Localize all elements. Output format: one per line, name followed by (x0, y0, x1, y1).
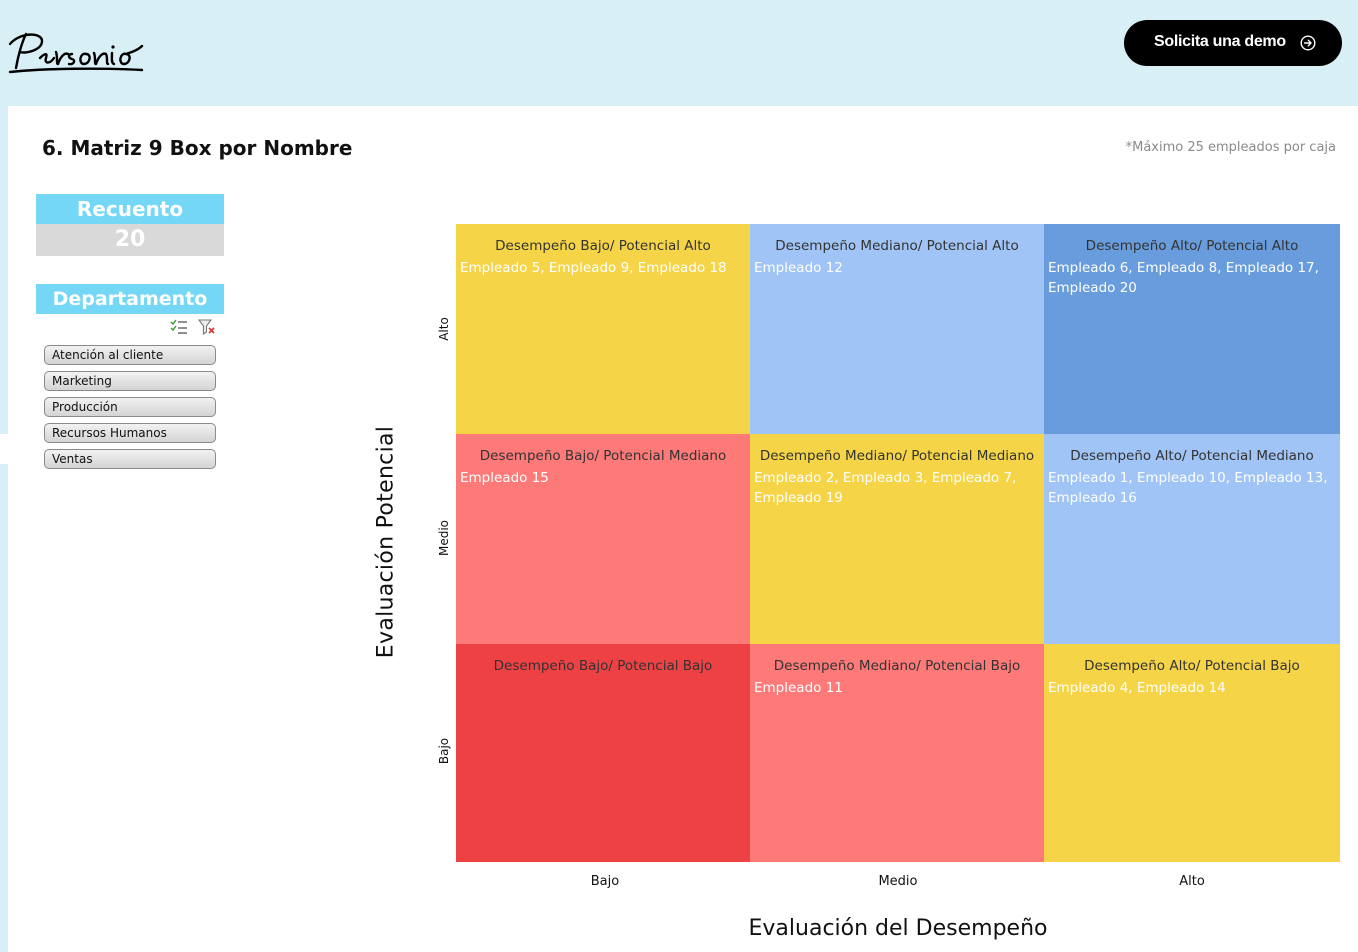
box-low-perf-mid-pot: Desempeño Bajo/ Potencial Mediano Emplea… (456, 434, 750, 644)
box-title: Desempeño Mediano/ Potencial Alto (775, 238, 1019, 254)
arrow-right-circle-icon (1300, 35, 1316, 56)
box-high-perf-low-pot: Desempeño Alto/ Potencial Bajo Empleado … (1044, 644, 1340, 862)
count-label: Recuento (36, 194, 224, 224)
box-employees: Empleado 12 (754, 260, 843, 276)
y-axis-title: Evaluación Potencial (373, 425, 399, 659)
box-employees: Empleado 2, Empleado 3, Empleado 7, Empl… (754, 470, 1017, 506)
box-low-perf-low-pot: Desempeño Bajo/ Potencial Bajo (456, 644, 750, 862)
box-employees: Empleado 15 (460, 470, 549, 486)
x-tick-medio: Medio (878, 874, 918, 889)
box-mid-perf-low-pot: Desempeño Mediano/ Potencial Bajo Emplea… (750, 644, 1044, 862)
sheet-edge (0, 434, 8, 464)
multi-select-icon[interactable] (170, 319, 188, 339)
box-employees: Empleado 5, Empleado 9, Empleado 18 (460, 260, 727, 276)
clear-filter-icon[interactable] (197, 319, 216, 339)
page-title: 6. Matriz 9 Box por Nombre (42, 136, 353, 160)
box-title: Desempeño Bajo/ Potencial Mediano (479, 448, 727, 464)
x-tick-alto: Alto (1179, 874, 1205, 889)
box-high-perf-mid-pot: Desempeño Alto/ Potencial Mediano Emplea… (1044, 434, 1340, 644)
box-title: Desempeño Bajo/ Potencial Bajo (493, 658, 713, 674)
y-tick-medio: Medio (437, 519, 451, 557)
box-employees: Empleado 11 (754, 680, 843, 696)
x-tick-bajo: Bajo (590, 874, 620, 889)
y-tick-alto: Alto (437, 317, 451, 341)
box-mid-perf-mid-pot: Desempeño Mediano/ Potencial Mediano Emp… (750, 434, 1044, 644)
slicer-item-ventas[interactable]: Ventas (44, 449, 216, 469)
x-axis-title: Evaluación del Desempeño (748, 916, 1048, 941)
department-slicer: Atención al cliente Marketing Producción… (44, 345, 216, 475)
box-high-perf-high-pot: Desempeño Alto/ Potencial Alto Empleado … (1044, 224, 1340, 434)
box-title: Desempeño Bajo/ Potencial Alto (495, 238, 711, 254)
box-title: Desempeño Mediano/ Potencial Mediano (759, 448, 1035, 464)
box-mid-perf-high-pot: Desempeño Mediano/ Potencial Alto Emplea… (750, 224, 1044, 434)
box-employees: Empleado 4, Empleado 14 (1048, 680, 1226, 696)
box-title: Desempeño Mediano/ Potencial Bajo (773, 658, 1021, 674)
slicer-toolbar (170, 319, 216, 339)
slicer-item-atencion-al-cliente[interactable]: Atención al cliente (44, 345, 216, 365)
count-value: 20 (36, 224, 224, 256)
slicer-item-recursos-humanos[interactable]: Recursos Humanos (44, 423, 216, 443)
request-demo-label: Solicita una demo (1154, 33, 1286, 50)
box-title: Desempeño Alto/ Potencial Mediano (1070, 448, 1314, 464)
department-slicer-title: Departamento (36, 284, 224, 314)
box-title: Desempeño Alto/ Potencial Bajo (1084, 658, 1300, 674)
slicer-item-produccion[interactable]: Producción (44, 397, 216, 417)
box-low-perf-high-pot: Desempeño Bajo/ Potencial Alto Empleado … (456, 224, 750, 434)
personio-logo[interactable] (6, 28, 146, 82)
box-employees: Empleado 1, Empleado 10, Empleado 13, Em… (1048, 470, 1328, 506)
box-title: Desempeño Alto/ Potencial Alto (1085, 238, 1299, 254)
slicer-item-marketing[interactable]: Marketing (44, 371, 216, 391)
box-employees: Empleado 6, Empleado 8, Empleado 17, Emp… (1048, 260, 1319, 296)
request-demo-button[interactable]: Solicita una demo (1124, 20, 1342, 66)
max-employees-note: *Máximo 25 empleados por caja (1125, 140, 1336, 155)
y-tick-bajo: Bajo (437, 737, 451, 765)
